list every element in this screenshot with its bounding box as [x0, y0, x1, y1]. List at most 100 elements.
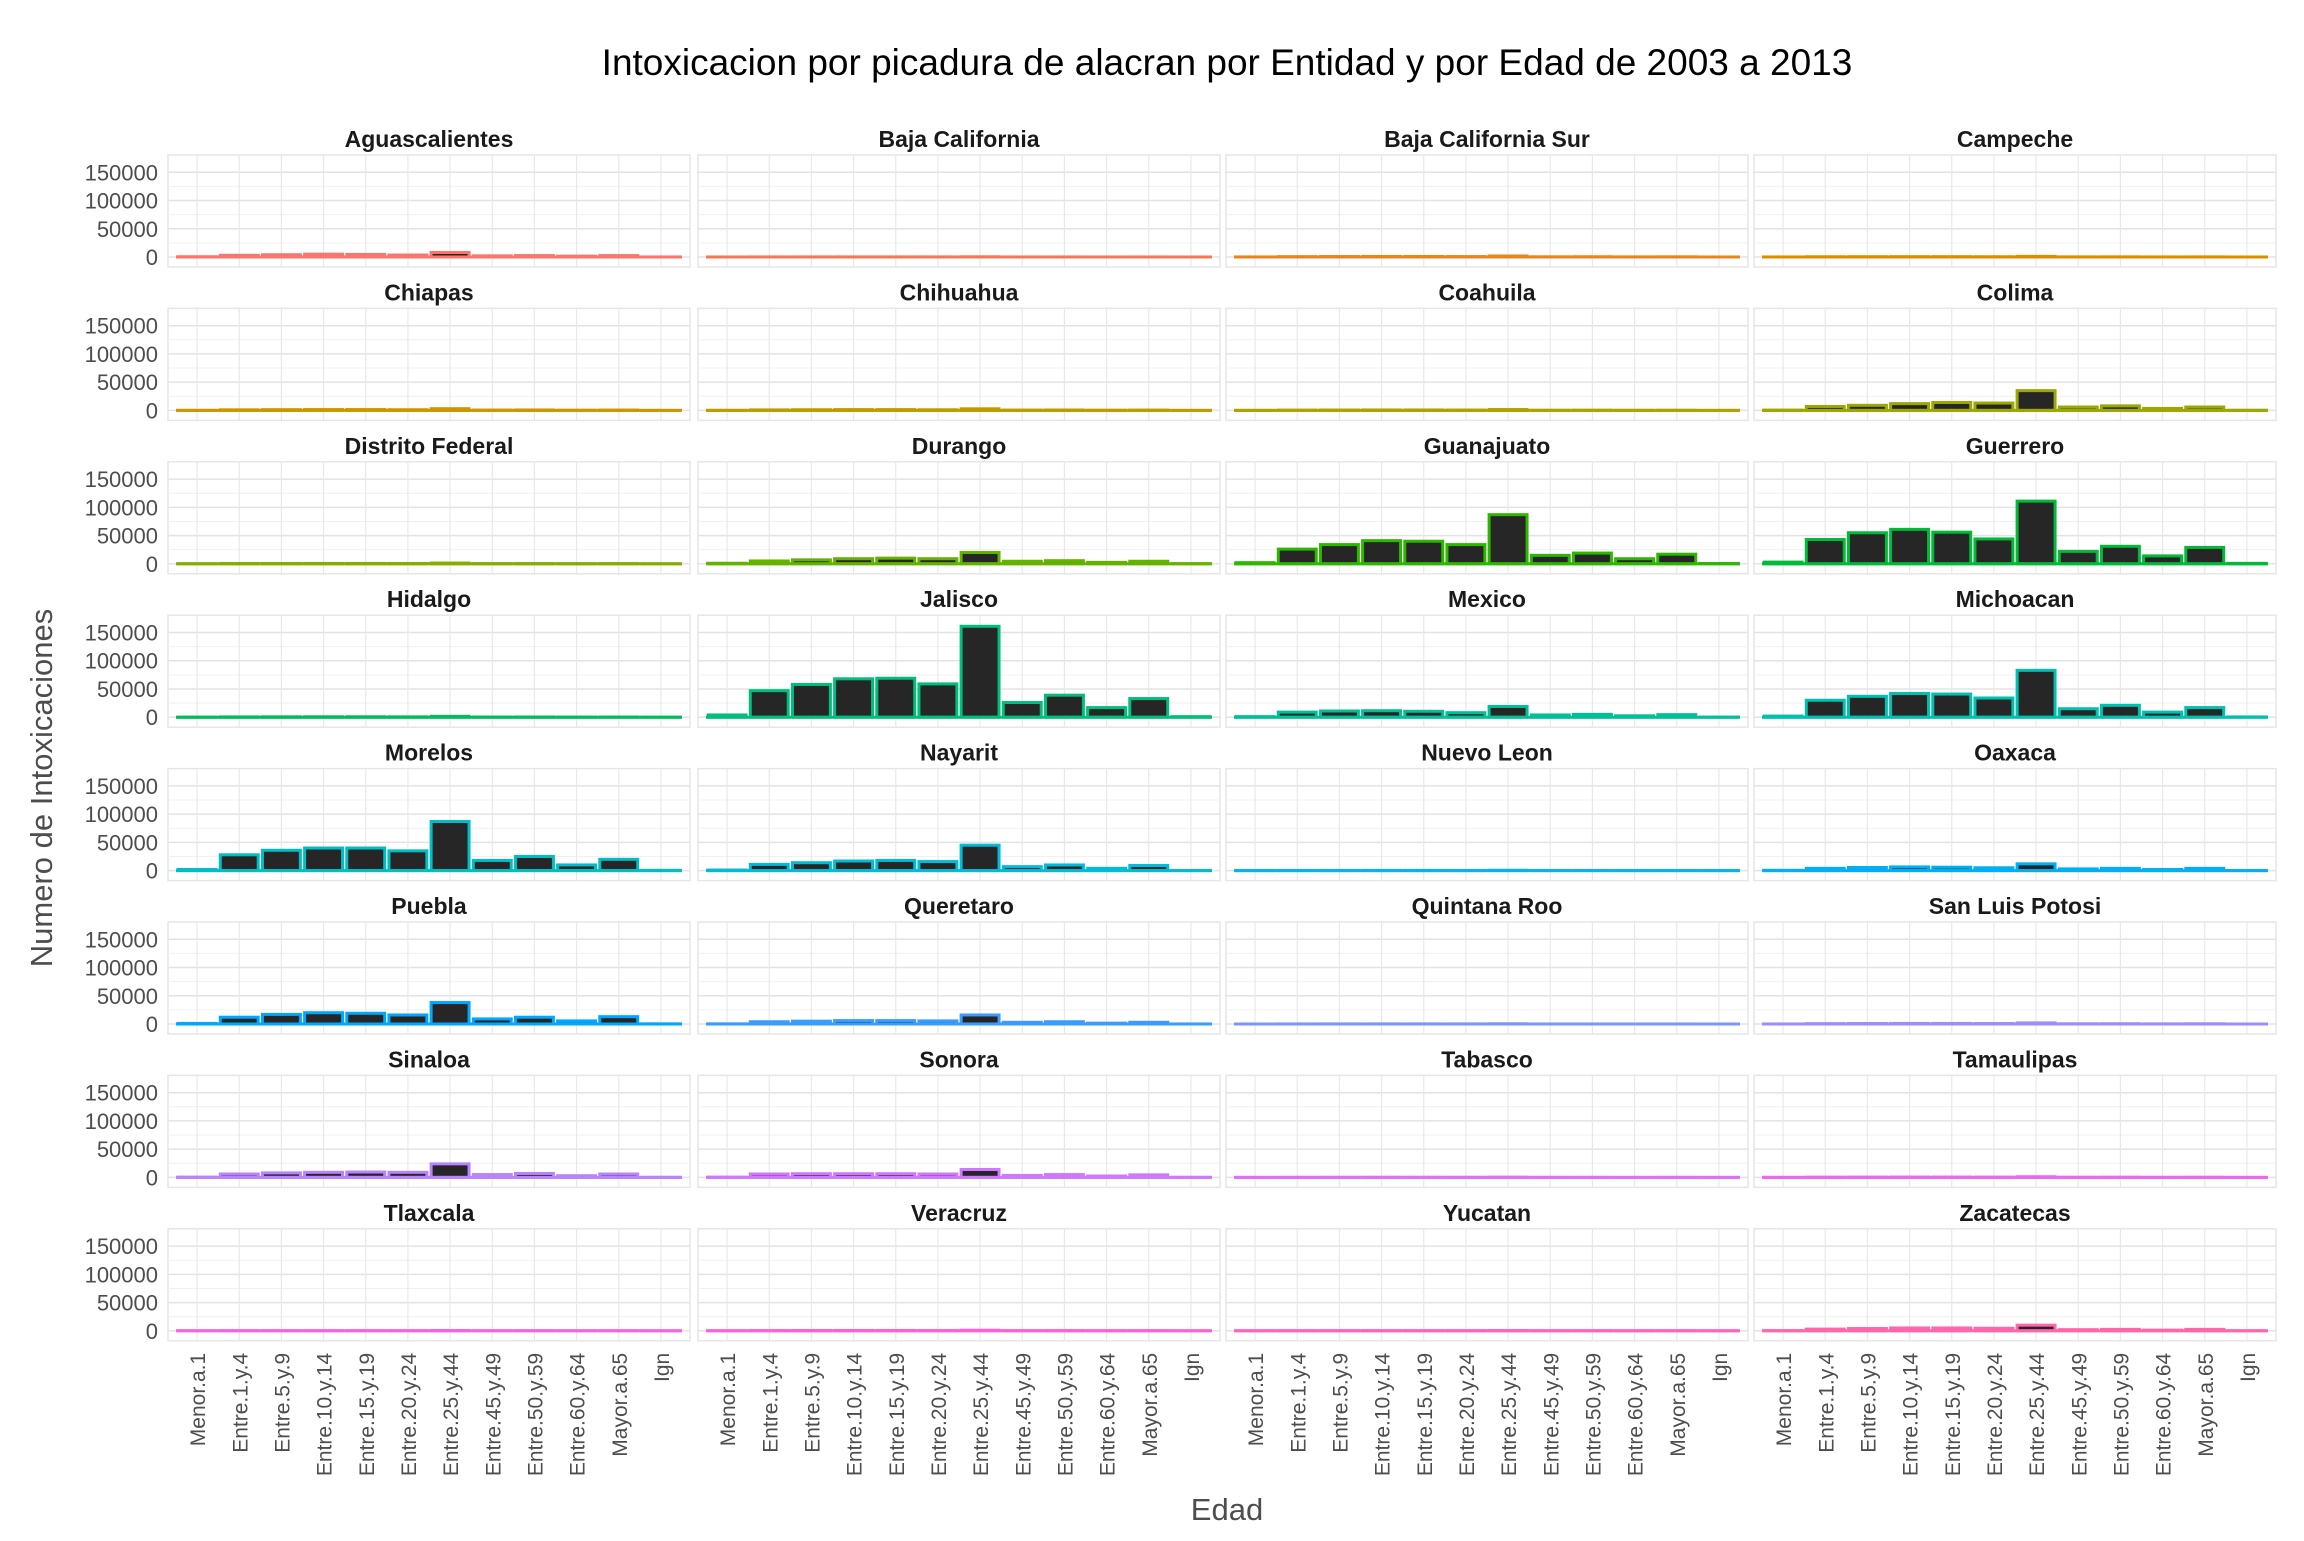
facet-panel: Quintana Roo [1226, 893, 1748, 1034]
y-tick-label: 100000 [85, 1109, 158, 1134]
facet-panel: Mexico [1226, 586, 1748, 727]
bar [1003, 703, 1041, 718]
bar [877, 678, 915, 717]
facet-panel: Oaxaca [1754, 740, 2276, 881]
bar [1975, 539, 2013, 564]
y-tick-label: 50000 [97, 524, 158, 549]
facet-title: Hidalgo [387, 586, 471, 612]
bar [961, 626, 999, 717]
x-tick-label: Entre.60.y.64 [2153, 1352, 2176, 1476]
x-tick-label: Entre.60.y.64 [1097, 1352, 1120, 1476]
facet-title: Nayarit [920, 740, 998, 766]
bar [220, 855, 258, 871]
y-tick-label: 0 [146, 552, 158, 577]
bar [2059, 551, 2097, 563]
x-tick-label: Entre.1.y.4 [1287, 1352, 1310, 1452]
facet-panel: Tabasco [1226, 1046, 1748, 1187]
bar [2017, 391, 2055, 411]
bar [2101, 546, 2139, 564]
bar [1573, 553, 1611, 564]
facet-title: Yucatan [1443, 1200, 1531, 1226]
x-tick-label: Entre.15.y.19 [886, 1353, 909, 1476]
bar [1848, 696, 1886, 717]
chart-title: Intoxicacion por picadura de alacran por… [602, 42, 1853, 83]
bar [347, 848, 385, 871]
x-tick-label: Entre.5.y.9 [801, 1353, 824, 1453]
x-tick-label: Entre.10.y.14 [1372, 1352, 1395, 1476]
facet-title: Oaxaca [1974, 740, 2056, 766]
facet-title: Zacatecas [1959, 1200, 2070, 1226]
y-tick-label: 50000 [97, 830, 158, 855]
x-tick-label: Entre.1.y.4 [1815, 1352, 1838, 1452]
bar [262, 850, 300, 870]
bar [347, 1013, 385, 1024]
x-tick-label: Entre.45.y.49 [2068, 1353, 2091, 1476]
bar [961, 553, 999, 564]
facet-title: Tlaxcala [384, 1200, 475, 1226]
bar [1933, 532, 1971, 564]
bar [1489, 706, 1527, 717]
y-tick-label: 150000 [85, 467, 158, 492]
bar [877, 860, 915, 870]
y-tick-label: 50000 [97, 677, 158, 702]
x-tick-label: Entre.50.y.59 [1582, 1353, 1605, 1476]
y-tick-label: 50000 [97, 1137, 158, 1162]
x-tick-label: Entre.20.y.24 [928, 1352, 951, 1476]
bar [1320, 545, 1358, 564]
facet-panel: San Luis Potosi [1754, 893, 2276, 1034]
bar [2101, 705, 2139, 717]
y-tick-label: 0 [146, 1165, 158, 1190]
x-tick-label: Entre.45.y.49 [482, 1353, 505, 1476]
y-tick-label: 150000 [85, 927, 158, 952]
x-tick-label: Entre.50.y.59 [1054, 1353, 1077, 1476]
bar [431, 821, 469, 870]
x-tick-label: Entre.45.y.49 [1540, 1353, 1563, 1476]
bar [1933, 694, 1971, 717]
x-tick-label: Entre.15.y.19 [1942, 1353, 1965, 1476]
x-tick-label: Entre.10.y.14 [314, 1352, 337, 1476]
x-tick-label: Entre.10.y.14 [844, 1352, 867, 1476]
bar [919, 684, 957, 717]
facet-title: San Luis Potosi [1929, 893, 2102, 919]
facet-title: Veracruz [911, 1200, 1007, 1226]
x-tick-label: Entre.25.y.44 [1498, 1352, 1521, 1476]
x-tick-label: Entre.15.y.19 [1414, 1353, 1437, 1476]
bar [515, 856, 553, 870]
facet-title: Nuevo Leon [1421, 740, 1553, 766]
facet-title: Sonora [919, 1046, 998, 1072]
y-tick-label: 150000 [85, 314, 158, 339]
bar [1848, 533, 1886, 564]
y-tick-label: 100000 [85, 342, 158, 367]
x-tick-label: Entre.1.y.4 [759, 1352, 782, 1452]
facet-panel: Jalisco [698, 586, 1220, 727]
facet-title: Distrito Federal [345, 433, 514, 459]
y-tick-label: 150000 [85, 1081, 158, 1106]
x-tick-label: Entre.1.y.4 [229, 1352, 252, 1452]
x-axis-label: Edad [1191, 1492, 1263, 1527]
x-tick-label: Ign [1181, 1353, 1204, 1382]
x-tick-label: Entre.50.y.59 [2110, 1353, 2133, 1476]
facet-title: Campeche [1957, 126, 2073, 152]
x-tick-label: Entre.60.y.64 [1625, 1352, 1648, 1476]
bar [1278, 549, 1316, 564]
facet-title: Mexico [1448, 586, 1526, 612]
facet-panel: Nayarit [698, 740, 1220, 881]
x-tick-label: Entre.5.y.9 [1329, 1353, 1352, 1453]
y-tick-label: 100000 [85, 189, 158, 214]
y-tick-label: 150000 [85, 1234, 158, 1259]
y-tick-label: 50000 [97, 1291, 158, 1316]
bar [1489, 515, 1527, 564]
x-tick-label: Ign [2237, 1353, 2260, 1382]
bar [792, 684, 830, 717]
facet-panel: Durango [698, 433, 1220, 574]
y-tick-label: 0 [146, 859, 158, 884]
facet-panel: Baja California [698, 126, 1220, 267]
